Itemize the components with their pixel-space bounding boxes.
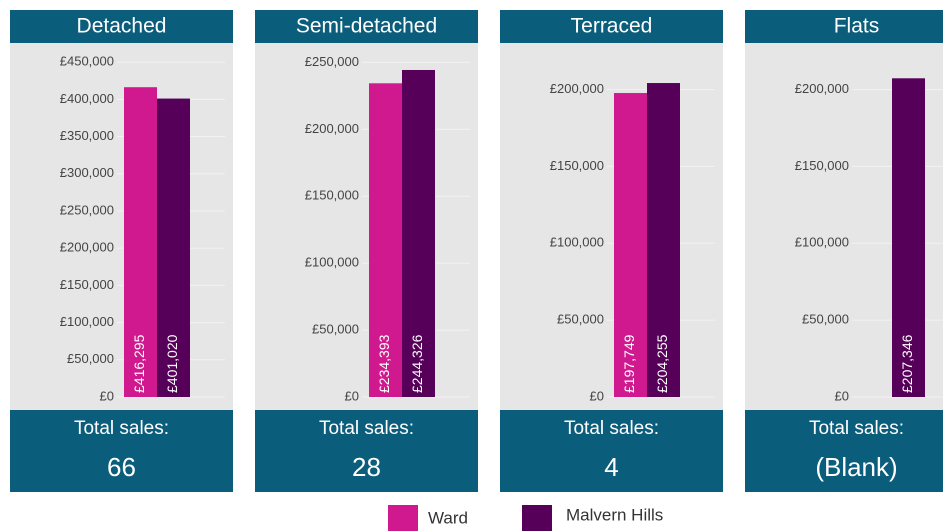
panel-footer — [500, 410, 723, 492]
panel-title: Flats — [834, 15, 880, 38]
y-tick-label: £400,000 — [60, 91, 114, 106]
panel-footer — [255, 410, 478, 492]
panel-title: Terraced — [571, 15, 653, 38]
legend-label: Ward — [428, 508, 468, 527]
legend-label: Malvern Hills — [566, 505, 663, 524]
y-tick-label: £200,000 — [305, 121, 359, 136]
total-label: Total sales: — [319, 418, 414, 439]
panel-title: Semi-detached — [296, 15, 437, 38]
value-label: £244,326 — [409, 334, 425, 393]
panel-header — [500, 10, 723, 43]
y-tick-label: £150,000 — [60, 277, 114, 292]
y-tick-label: £350,000 — [60, 128, 114, 143]
value-label: £401,020 — [164, 334, 180, 393]
bar — [402, 69, 435, 397]
y-tick-label: £150,000 — [305, 188, 359, 203]
legend-swatch — [388, 505, 418, 531]
bar — [124, 87, 157, 397]
value-label: £204,255 — [654, 334, 670, 393]
y-tick-label: £150,000 — [550, 158, 604, 173]
value-label: £234,393 — [376, 334, 392, 393]
y-tick-label: £250,000 — [305, 54, 359, 69]
plot-area — [10, 43, 233, 410]
bar — [614, 93, 647, 397]
legend-swatch — [522, 505, 552, 531]
total-label: Total sales: — [809, 418, 904, 439]
y-tick-label: £150,000 — [795, 158, 849, 173]
y-tick-label: £0 — [835, 388, 849, 403]
panel-header — [10, 10, 233, 43]
panel-footer — [10, 410, 233, 492]
plot-area — [255, 43, 478, 410]
value-label: £207,346 — [899, 334, 915, 393]
y-tick-label: £300,000 — [60, 165, 114, 180]
bar — [369, 83, 402, 398]
y-tick-label: £450,000 — [60, 54, 114, 69]
bar — [892, 78, 925, 397]
y-tick-label: £100,000 — [550, 235, 604, 250]
y-tick-label: £0 — [345, 388, 359, 403]
panel-header — [255, 10, 478, 43]
y-tick-label: £50,000 — [67, 351, 114, 366]
total-value: 66 — [107, 452, 136, 482]
bar — [647, 83, 680, 397]
panel-header — [745, 10, 943, 43]
y-tick-label: £100,000 — [795, 235, 849, 250]
y-tick-label: £50,000 — [557, 312, 604, 327]
y-tick-label: £250,000 — [60, 202, 114, 217]
total-value: (Blank) — [815, 452, 897, 482]
y-tick-label: £50,000 — [312, 322, 359, 337]
y-tick-label: £50,000 — [802, 312, 849, 327]
total-value: 4 — [604, 452, 618, 482]
panel-footer — [745, 410, 943, 492]
total-label: Total sales: — [564, 418, 659, 439]
panel-title: Detached — [77, 15, 167, 38]
y-tick-label: £100,000 — [305, 255, 359, 270]
y-tick-label: £200,000 — [60, 240, 114, 255]
y-tick-label: £0 — [590, 388, 604, 403]
y-tick-label: £200,000 — [550, 81, 604, 96]
y-tick-label: £200,000 — [795, 81, 849, 96]
plot-area — [500, 43, 723, 410]
value-label: £197,749 — [621, 334, 637, 393]
total-label: Total sales: — [74, 418, 169, 439]
value-label: £416,295 — [131, 334, 147, 393]
total-value: 28 — [352, 452, 381, 482]
bar — [157, 98, 190, 397]
y-tick-label: £100,000 — [60, 314, 114, 329]
y-tick-label: £0 — [100, 388, 114, 403]
